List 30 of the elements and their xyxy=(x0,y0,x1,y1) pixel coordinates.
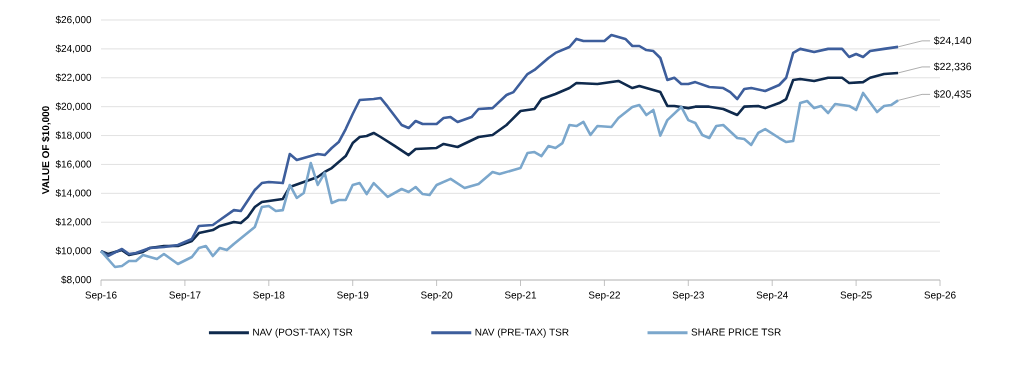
legend-label: NAV (POST-TAX) TSR xyxy=(253,328,353,338)
x-tick-label: Sep-19 xyxy=(337,291,369,301)
x-tick-label: Sep-17 xyxy=(169,291,201,301)
annotation: $24,140 xyxy=(933,36,972,46)
legend-label: SHARE PRICE TSR xyxy=(691,328,781,336)
x-tick-label: Sep-21 xyxy=(504,291,537,301)
y-tick-label: $16,000 xyxy=(55,160,92,169)
x-tick-label: Sep-25 xyxy=(840,291,872,301)
y-tick-label: $24,000 xyxy=(55,44,92,54)
x-tick-label: Sep-26 xyxy=(924,291,956,301)
legend-label: NAV (PRE-TAX) TSR xyxy=(475,328,569,338)
y-tick-label: $26,000 xyxy=(55,15,92,25)
x-tick-label: Sep-16 xyxy=(85,291,117,301)
x-tick-label: Sep-22 xyxy=(588,291,620,301)
annotation: $22,336 xyxy=(933,62,972,72)
x-tick-label: Sep-20 xyxy=(420,291,453,301)
y-tick-label: $8,000 xyxy=(61,275,92,285)
y-tick-label: $22,000 xyxy=(55,73,92,83)
annotation: $20,435 xyxy=(933,89,972,99)
y-tick-label: $10,000 xyxy=(55,246,92,256)
x-tick-label: Sep-18 xyxy=(253,291,285,301)
x-tick-label: Sep-23 xyxy=(672,291,704,301)
y-axis-title: VALUE OF $10,000 xyxy=(41,106,51,195)
line-series xyxy=(99,91,900,269)
y-tick-label: $12,000 xyxy=(55,217,92,227)
y-tick-label: $20,000 xyxy=(55,102,92,111)
y-tick-label: $14,000 xyxy=(55,189,92,198)
y-tick-label: $18,000 xyxy=(55,131,92,140)
line-series xyxy=(99,33,900,258)
x-tick-label: Sep-24 xyxy=(756,291,788,301)
